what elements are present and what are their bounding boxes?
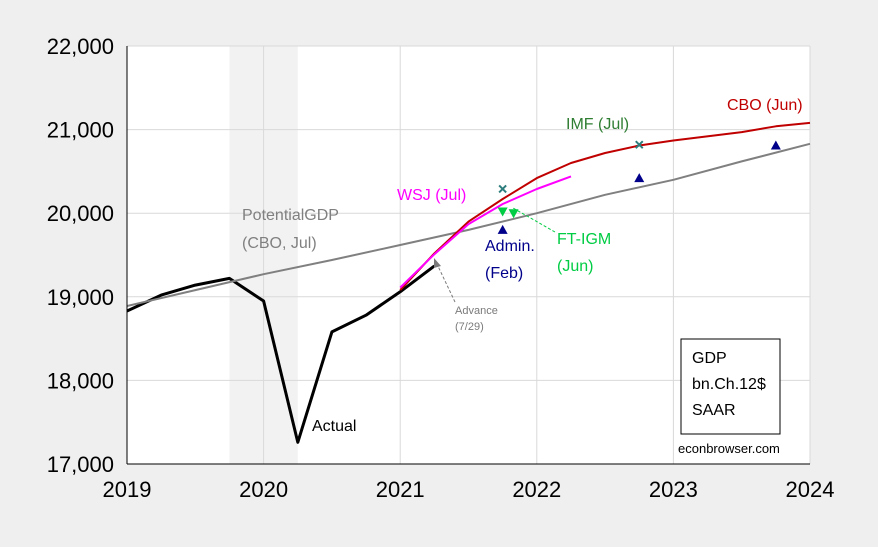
marker-imf: [498, 184, 507, 194]
label-admin-date: (Feb): [485, 265, 523, 282]
label-actual: Actual: [312, 418, 356, 435]
series-line-potential: [126, 142, 811, 307]
y-tick-label: 20,000: [47, 201, 114, 226]
label-advance-date: (7/29): [455, 321, 484, 333]
y-tick-label: 17,000: [47, 452, 114, 477]
series-line-wsj: [399, 175, 572, 289]
legend-line-1: GDP: [692, 350, 727, 367]
series-markers: [497, 140, 781, 234]
series-line-cbo: [399, 121, 811, 291]
y-tick-label: 21,000: [47, 118, 114, 143]
advance-arrowhead: [434, 258, 441, 268]
x-tick-label: 2022: [512, 477, 561, 502]
source-label: econbrowser.com: [678, 441, 780, 456]
legend-line-2: bn.Ch.12$: [692, 376, 766, 393]
label-potential-gdp-source: (CBO, Jul): [242, 235, 317, 252]
marker-admin: [497, 224, 508, 234]
marker-imf: [635, 140, 644, 149]
label-imf: IMF (Jul): [566, 116, 629, 133]
label-admin: Admin.: [485, 238, 535, 255]
advance-arrow: [436, 263, 456, 303]
marker-ftigm: [508, 209, 519, 219]
y-axis-tick-labels: 17,000 18,000 19,000 20,000 21,000 22,000: [47, 34, 114, 477]
x-axis-tick-labels: 2019 2020 2021 2022 2023 2024: [103, 477, 835, 502]
marker-admin: [770, 140, 781, 150]
legend-box: [680, 338, 781, 435]
y-tick-label: 18,000: [47, 368, 114, 393]
series-lines: [126, 121, 811, 444]
y-tick-label: 22,000: [47, 34, 114, 59]
marker-admin: [634, 173, 645, 183]
series-line-actual: [126, 264, 436, 444]
label-wsj: WSJ (Jul): [397, 187, 466, 204]
label-potential-gdp: PotentialGDP: [242, 207, 339, 224]
x-tick-label: 2020: [239, 477, 288, 502]
label-advance: Advance: [455, 305, 498, 317]
x-tick-label: 2019: [103, 477, 152, 502]
label-ft-igm: FT-IGM: [557, 231, 611, 248]
legend-line-3: SAAR: [692, 402, 736, 419]
x-tick-label: 2024: [786, 477, 835, 502]
x-tick-label: 2021: [376, 477, 425, 502]
marker-ftigm: [497, 207, 508, 217]
x-tick-label: 2023: [649, 477, 698, 502]
label-ft-igm-date: (Jun): [557, 258, 593, 275]
ft-igm-arrow: [512, 207, 556, 233]
y-tick-label: 19,000: [47, 285, 114, 310]
label-cbo: CBO (Jun): [727, 97, 803, 114]
